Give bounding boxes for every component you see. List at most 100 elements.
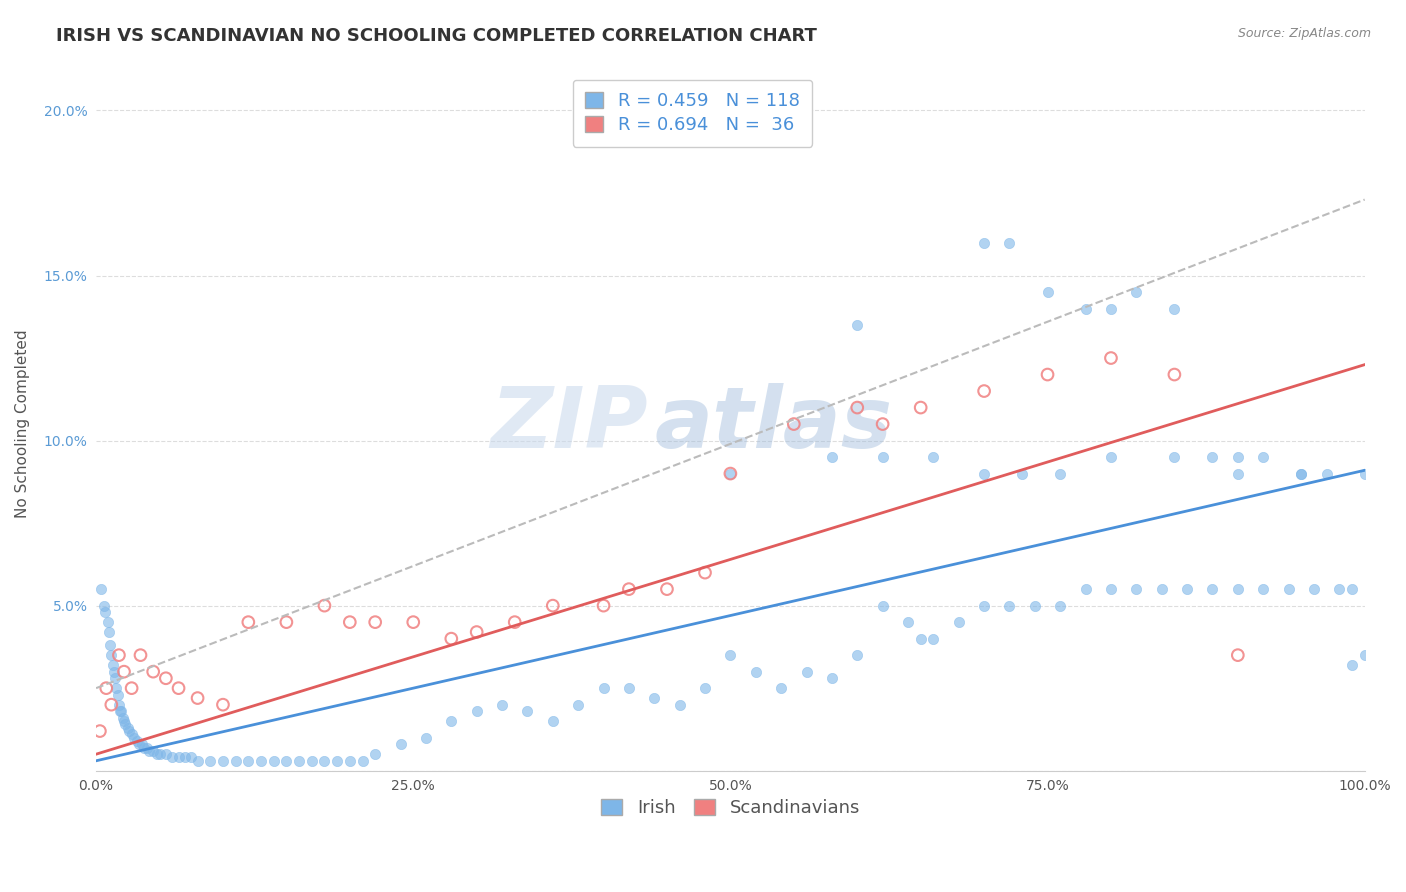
Point xyxy=(1354,648,1376,662)
Point xyxy=(998,599,1021,613)
Point xyxy=(948,615,970,629)
Point xyxy=(105,681,128,695)
Point xyxy=(910,632,932,646)
Point xyxy=(352,754,374,768)
Point xyxy=(1150,582,1173,596)
Point xyxy=(200,754,222,768)
Point xyxy=(1099,582,1122,596)
Point xyxy=(128,737,150,751)
Point xyxy=(104,671,127,685)
Point xyxy=(212,754,235,768)
Point xyxy=(212,698,235,712)
Point xyxy=(389,737,412,751)
Point xyxy=(108,704,131,718)
Point xyxy=(1226,648,1249,662)
Point xyxy=(1049,599,1071,613)
Point xyxy=(108,698,131,712)
Point xyxy=(134,740,156,755)
Point xyxy=(1163,368,1185,382)
Point xyxy=(100,648,122,662)
Point xyxy=(846,401,869,415)
Point xyxy=(364,747,387,762)
Point xyxy=(187,691,209,706)
Point xyxy=(110,704,132,718)
Point xyxy=(1251,582,1274,596)
Point xyxy=(973,384,995,398)
Point xyxy=(617,582,640,596)
Point xyxy=(503,615,526,629)
Point xyxy=(118,724,141,739)
Point xyxy=(112,665,135,679)
Point xyxy=(1201,450,1223,464)
Point xyxy=(1341,582,1364,596)
Point xyxy=(973,599,995,613)
Point xyxy=(100,698,122,712)
Point xyxy=(973,235,995,250)
Point xyxy=(121,727,143,741)
Point xyxy=(117,721,139,735)
Point xyxy=(402,615,425,629)
Point xyxy=(174,750,197,764)
Point xyxy=(167,750,190,764)
Point xyxy=(125,734,148,748)
Point xyxy=(1291,467,1313,481)
Point xyxy=(922,632,945,646)
Point xyxy=(111,711,134,725)
Point xyxy=(1074,582,1097,596)
Point xyxy=(96,615,118,629)
Point xyxy=(745,665,768,679)
Point xyxy=(1277,582,1299,596)
Point xyxy=(339,615,361,629)
Point xyxy=(339,754,361,768)
Point xyxy=(1226,450,1249,464)
Point xyxy=(872,599,894,613)
Point xyxy=(238,754,260,768)
Point xyxy=(160,750,183,764)
Point xyxy=(94,605,117,619)
Point xyxy=(1099,301,1122,316)
Point xyxy=(1303,582,1326,596)
Point xyxy=(142,665,165,679)
Text: atlas: atlas xyxy=(654,383,893,466)
Point xyxy=(541,599,564,613)
Point xyxy=(263,754,285,768)
Point xyxy=(155,747,177,762)
Point xyxy=(1226,582,1249,596)
Text: IRISH VS SCANDINAVIAN NO SCHOOLING COMPLETED CORRELATION CHART: IRISH VS SCANDINAVIAN NO SCHOOLING COMPL… xyxy=(56,27,817,45)
Point xyxy=(138,744,160,758)
Point xyxy=(135,740,157,755)
Point xyxy=(1291,467,1313,481)
Point xyxy=(1074,301,1097,316)
Point xyxy=(225,754,247,768)
Point xyxy=(846,318,869,332)
Point xyxy=(973,467,995,481)
Point xyxy=(872,417,894,431)
Point xyxy=(112,714,135,728)
Point xyxy=(1036,285,1059,299)
Point xyxy=(90,582,112,596)
Point xyxy=(1316,467,1339,481)
Point xyxy=(491,698,513,712)
Point xyxy=(783,417,806,431)
Point xyxy=(314,599,336,613)
Point xyxy=(121,681,143,695)
Point xyxy=(1163,301,1185,316)
Point xyxy=(142,744,165,758)
Point xyxy=(131,737,153,751)
Legend: Irish, Scandinavians: Irish, Scandinavians xyxy=(593,791,868,824)
Point xyxy=(1163,450,1185,464)
Point xyxy=(655,582,678,596)
Point xyxy=(93,599,115,613)
Point xyxy=(516,704,538,718)
Point xyxy=(97,625,120,640)
Point xyxy=(821,671,844,685)
Point xyxy=(167,681,190,695)
Point xyxy=(1329,582,1351,596)
Point xyxy=(326,754,349,768)
Point xyxy=(1099,351,1122,365)
Point xyxy=(897,615,920,629)
Point xyxy=(796,665,818,679)
Point xyxy=(238,615,260,629)
Point xyxy=(465,625,488,640)
Point xyxy=(592,681,614,695)
